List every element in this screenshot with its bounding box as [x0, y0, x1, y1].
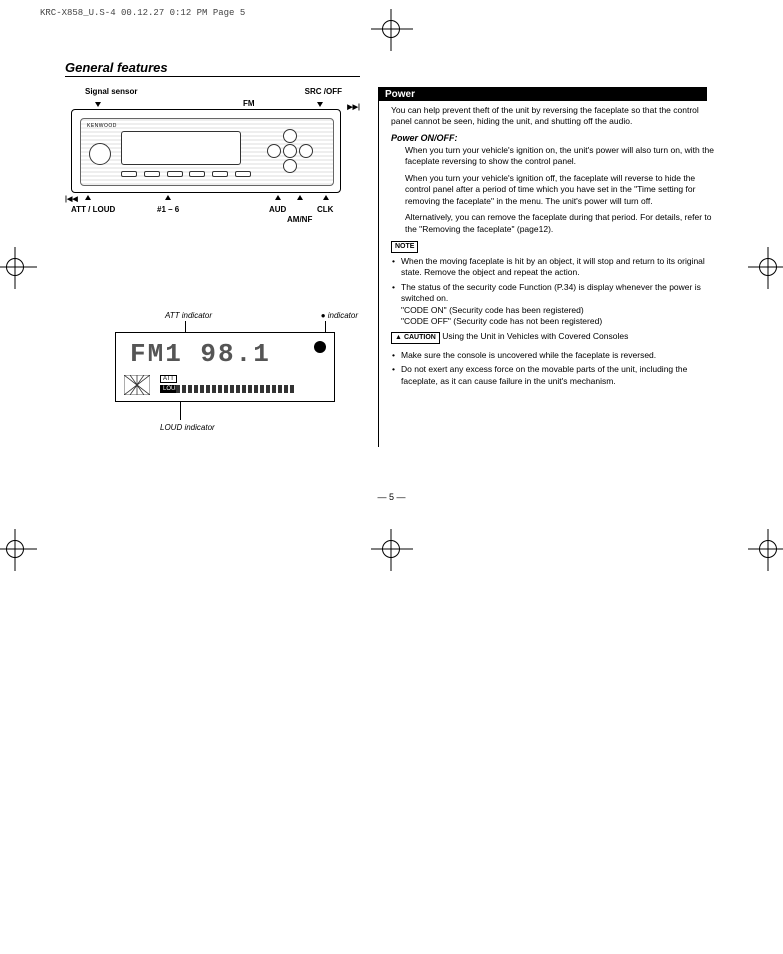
label-att-loud: ATT / LOUD [71, 205, 115, 214]
label-loud-indicator: LOUD indicator [160, 423, 215, 432]
pad-btn [267, 144, 281, 158]
label-fm: FM [243, 99, 255, 108]
dot-strip [176, 385, 296, 393]
preset-buttons [121, 171, 251, 179]
power-header: Power [379, 87, 707, 101]
fan-icon [124, 375, 150, 395]
crop-mark-right-2 [759, 540, 777, 558]
label-am-nf: AM/NF [287, 215, 312, 224]
label-track-next: ▶▶| [347, 103, 360, 111]
pad-btn [283, 129, 297, 143]
caution-line: ▲CAUTION Using the Unit in Vehicles with… [391, 331, 718, 347]
arrow-icon [95, 102, 101, 107]
leader-line [180, 402, 181, 420]
page-runner: KRC-X858_U.S-4 00.12.27 0:12 PM Page 5 [40, 8, 245, 18]
preset-btn [121, 171, 137, 177]
power-p2: When you turn your vehicle's ignition of… [391, 173, 718, 207]
crop-mark-left [6, 258, 24, 276]
arrow-icon [297, 195, 303, 200]
pad-btn [283, 159, 297, 173]
arrow-icon [275, 195, 281, 200]
pad-btn [283, 144, 297, 158]
power-p3: Alternatively, you can remove the facepl… [391, 212, 718, 235]
label-clk: CLK [317, 205, 333, 214]
display-outline: FM1 98.1 ATT LOUD [115, 332, 335, 402]
crop-mark-right [759, 258, 777, 276]
label-aud: AUD [269, 205, 286, 214]
brand-label: KENWOOD [87, 123, 117, 129]
power-intro: You can help prevent theft of the unit b… [391, 105, 718, 128]
note-item: The status of the security code Function… [391, 282, 718, 328]
caution-list: Make sure the console is uncovered while… [391, 350, 718, 387]
left-column: Signal sensor SRC /OFF ▶▶| FM KENWOOD [65, 87, 360, 447]
caution-item: Make sure the console is uncovered while… [391, 350, 718, 361]
arrow-icon [317, 102, 323, 107]
att-tag: ATT [160, 375, 177, 383]
preset-btn [144, 171, 160, 177]
note-badge: NOTE [391, 241, 418, 253]
device-diagram: Signal sensor SRC /OFF ▶▶| FM KENWOOD [65, 87, 360, 237]
label-att-indicator: ATT indicator [165, 311, 212, 320]
crop-mark-center [382, 540, 400, 558]
control-pad [267, 129, 315, 173]
preset-btn [189, 171, 205, 177]
note-code-off: "CODE OFF" (Security code has not been r… [401, 316, 602, 326]
lcd-readout: FM1 98.1 [130, 339, 271, 369]
device-lcd [121, 131, 241, 165]
pad-btn [299, 144, 313, 158]
right-column: Power You can help prevent theft of the … [378, 87, 718, 447]
crop-mark-top [382, 20, 400, 38]
arrow-icon [165, 195, 171, 200]
section-title: General features [65, 60, 360, 77]
label-preset: #1 – 6 [157, 205, 179, 214]
caution-item: Do not exert any excess force on the mov… [391, 364, 718, 387]
caution-head-text: Using the Unit in Vehicles with Covered … [442, 331, 628, 341]
label-signal-sensor: Signal sensor [85, 87, 137, 96]
preset-btn [235, 171, 251, 177]
crop-mark-left-2 [6, 540, 24, 558]
note-item: When the moving faceplate is hit by an o… [391, 256, 718, 279]
device-panel: KENWOOD [80, 118, 334, 186]
note-item-text: The status of the security code Function… [401, 282, 701, 303]
display-diagram: ATT indicator ● indicator FM1 98.1 ATT L… [65, 307, 360, 447]
page-number: — 5 — [0, 492, 783, 502]
power-onoff-head: Power ON/OFF: [391, 133, 718, 143]
label-track-prev: |◀◀ [65, 195, 78, 203]
knob [89, 143, 111, 165]
label-dot-indicator: ● indicator [321, 311, 358, 320]
indicator-dot-icon [314, 341, 326, 353]
preset-btn [167, 171, 183, 177]
power-p1: When you turn your vehicle's ignition on… [391, 145, 718, 168]
note-list: When the moving faceplate is hit by an o… [391, 256, 718, 328]
caution-badge: ▲CAUTION [391, 332, 440, 344]
preset-btn [212, 171, 228, 177]
arrow-icon [323, 195, 329, 200]
dot-indicator-text: indicator [326, 311, 358, 320]
note-code-on: "CODE ON" (Security code has been regist… [401, 305, 584, 315]
label-src-off: SRC /OFF [305, 87, 342, 96]
warning-triangle-icon: ▲ [395, 333, 402, 343]
arrow-icon [85, 195, 91, 200]
device-outline: KENWOOD [71, 109, 341, 193]
caution-label-text: CAUTION [404, 334, 436, 341]
